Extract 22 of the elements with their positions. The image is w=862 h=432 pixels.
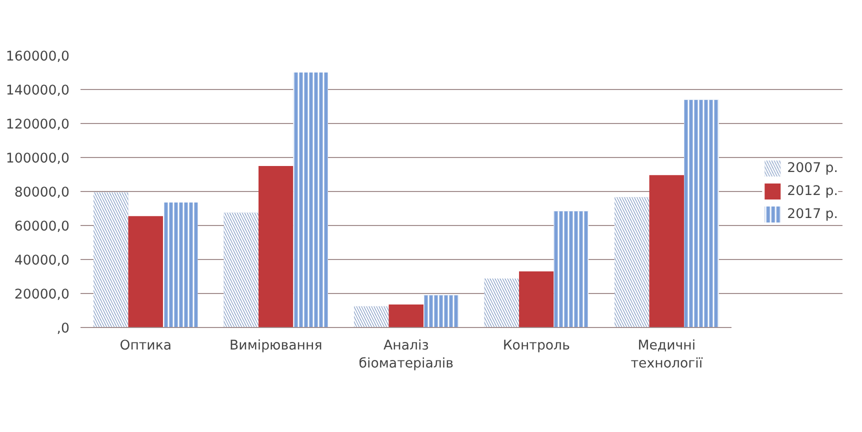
x-tick-label: Вимірювання: [230, 338, 322, 354]
y-tick-label: 80000,0: [14, 186, 70, 200]
bar: [649, 175, 684, 328]
legend-label: 2012 р.: [787, 184, 838, 198]
y-tick-label: 40000,0: [14, 254, 70, 268]
x-tick-label: Контроль: [502, 338, 570, 354]
y-tick-label: ,0: [56, 322, 70, 336]
legend-label: 2007 р.: [787, 160, 838, 176]
x-tick-label: Медичні технології: [630, 338, 703, 372]
x-tick-label: Аналіз біоматеріалів: [358, 338, 454, 372]
y-tick-label: 160000,0: [6, 50, 70, 64]
bar: [128, 216, 163, 328]
bar: [519, 271, 554, 328]
y-tick-label: 60000,0: [14, 220, 70, 234]
y-tick-label: 20000,0: [14, 288, 70, 302]
bar: [258, 166, 294, 328]
y-tick-label: 140000,0: [6, 84, 70, 98]
x-tick-label: Оптика: [120, 338, 172, 354]
bar: [388, 304, 424, 328]
y-tick-label: 100000,0: [6, 152, 70, 166]
y-tick-label: 120000,0: [6, 118, 70, 132]
legend-label: 2017 р.: [787, 206, 838, 222]
